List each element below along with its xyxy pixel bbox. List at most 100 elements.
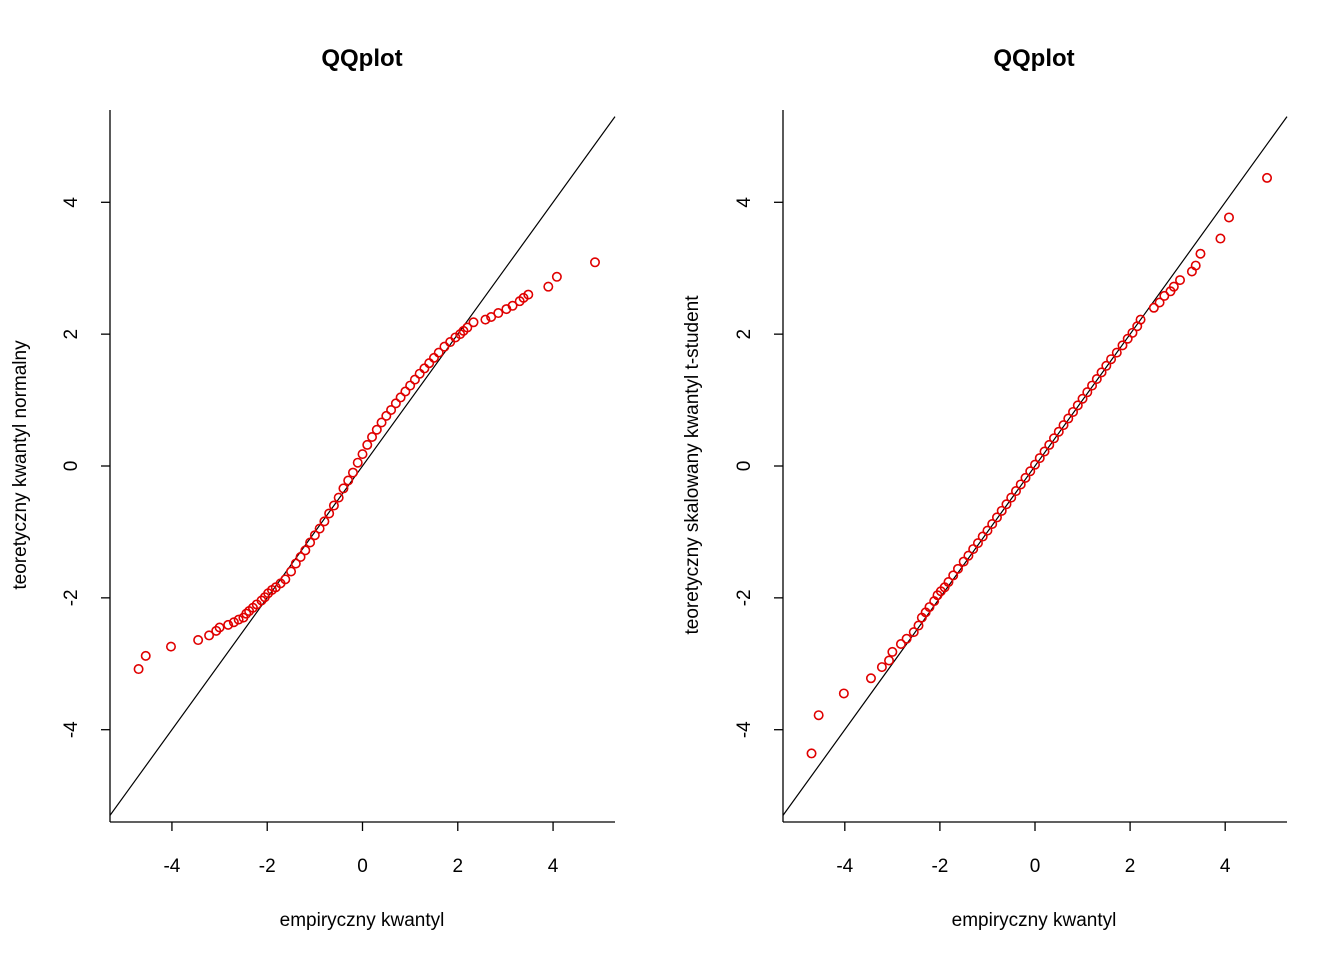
y-tick-label: 2 [734,329,755,340]
data-point [493,308,504,319]
x-tick-label: 0 [1030,856,1041,877]
data-point [241,608,252,619]
data-point [1049,433,1060,444]
data-point [414,368,425,379]
data-point [982,525,993,536]
data-point [806,748,817,759]
data-point [140,650,151,661]
data-point [887,646,898,657]
data-point [1053,426,1064,437]
data-point [1063,413,1074,424]
data-point [813,710,824,721]
data-point [884,655,895,666]
data-point [1195,248,1206,259]
data-point [324,508,335,519]
y-tick-label: -4 [61,721,82,738]
data-point [1058,420,1069,431]
data-point [1159,290,1170,301]
data-point [343,475,354,486]
x-tick-label: 4 [1220,856,1231,877]
x-tick-label: -4 [836,856,853,877]
data-point [908,627,919,638]
data-point [395,392,406,403]
data-point [1077,393,1088,404]
y-axis-label: teoretyczny skalowany kwantyl t-student [682,295,703,635]
data-point [543,281,554,292]
data-point [1223,212,1234,223]
data-point [1010,486,1021,497]
data-point [300,545,311,556]
plot-area: -4 -2 0 2 4 -4 -2 0 2 4 [734,110,1288,877]
data-point [319,516,330,527]
data-point [371,424,382,435]
data-point [1135,314,1146,325]
data-point [1001,499,1012,510]
x-tick-label: 2 [452,856,463,877]
x-tick-label: -4 [163,856,180,877]
data-point [1215,233,1226,244]
x-tick-label: -2 [259,856,276,877]
data-point [433,347,444,358]
data-point [468,317,479,328]
data-point [1111,347,1122,358]
data-point [352,457,363,468]
data-point [991,512,1002,523]
data-point [1020,472,1031,483]
data-point [357,449,368,460]
data-point [865,673,876,684]
data-point [996,505,1007,516]
data-point [1030,459,1041,470]
data-point [290,558,301,569]
data-point [328,500,339,511]
data-point [1082,387,1093,398]
chart-title: QQplot [993,45,1074,72]
data-point [1148,302,1159,313]
data-point [958,556,969,567]
y-tick-label: 4 [734,197,755,208]
data-point [987,519,998,530]
data-point [405,380,416,391]
data-point [386,404,397,415]
data-point [838,688,849,699]
data-point [1039,446,1050,457]
data-point [223,619,234,630]
data-point [1044,439,1055,450]
data-point [309,530,320,541]
data-point [1006,492,1017,503]
data-point [901,633,912,644]
data-point [419,363,430,374]
data-point [362,439,373,450]
y-tick-label: 4 [61,197,82,208]
data-point [376,417,387,428]
panel-right: QQplot empiryczny kwantyl teoretyczny sk… [682,45,1288,931]
data-point [295,551,306,562]
chart-title: QQplot [321,45,402,72]
data-point [428,352,439,363]
data-point [1168,281,1179,292]
panel-left: QQplot empiryczny kwantyl teoretyczny kw… [10,45,616,931]
data-point [968,544,979,555]
data-point [233,614,244,625]
data-point [972,538,983,549]
data-point [347,467,358,478]
data-point [551,271,562,282]
data-point [943,577,954,588]
reference-line [782,116,1288,816]
x-axis-label: empiryczny kwantyl [280,910,445,931]
y-tick-label: -2 [734,589,755,606]
reference-line [109,116,616,816]
y-axis-label: teoretyczny kwantyl normalny [10,340,31,590]
data-point [1190,260,1201,271]
data-point [462,322,473,333]
data-point [381,410,392,421]
plot-area: -4 -2 0 2 4 -4 -2 0 2 4 [61,110,616,877]
data-point [963,550,974,561]
data-point [1087,380,1098,391]
data-point [439,341,450,352]
data-point [589,257,600,268]
data-point [333,492,344,503]
y-tick-label: -2 [61,589,82,606]
data-point [165,641,176,652]
x-tick-label: 0 [357,856,368,877]
x-tick-label: 2 [1125,856,1136,877]
